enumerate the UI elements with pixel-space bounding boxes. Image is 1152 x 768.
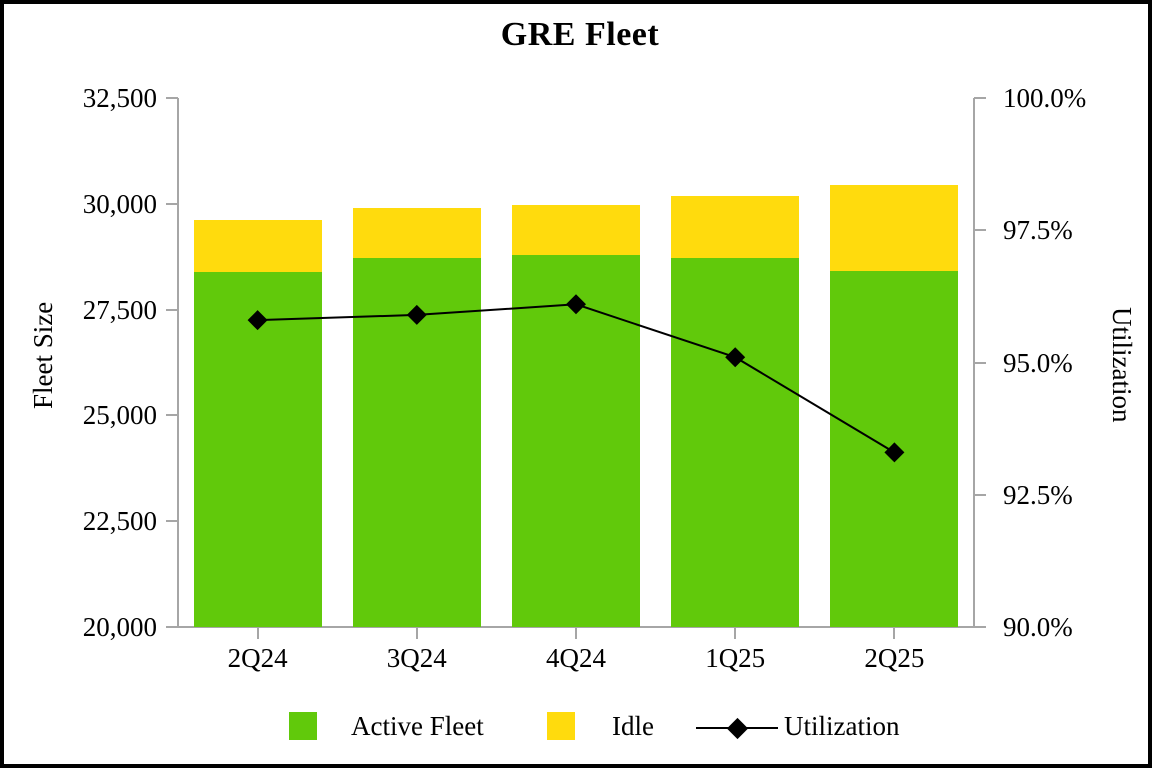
left-axis-tick-label: 25,000 — [82, 400, 157, 431]
bar-segment-idle-1Q25 — [671, 196, 800, 259]
bar-segment-active-1Q25 — [671, 258, 800, 627]
right-axis-tick-label: 100.0% — [1003, 83, 1087, 113]
utilization-marker-diamond-icon — [884, 442, 905, 463]
right-axis-tick — [974, 97, 986, 99]
utilization-line-layer — [247, 294, 905, 463]
legend-swatch-active-fleet — [289, 712, 317, 740]
x-axis-tick — [893, 627, 896, 639]
right-axis-tick-label: 97.5% — [1003, 215, 1073, 246]
bar-segment-active-2Q24 — [193, 271, 322, 627]
right-axis-tick — [974, 626, 986, 628]
left-axis-title: Fleet Size — [28, 301, 58, 409]
x-axis-tick — [734, 627, 737, 639]
left-axis-tick-label: 22,500 — [82, 506, 157, 537]
left-axis-tick-label: 27,500 — [82, 294, 157, 325]
left-axis-tick — [166, 308, 178, 311]
left-axis-tick — [166, 626, 178, 628]
left-axis-line — [177, 98, 179, 627]
bar-segment-idle-2Q24 — [193, 219, 322, 272]
plot-area: 32,500 30,000 27,500 25,000 22,500 20,000 100.… — [4, 4, 1148, 764]
utilization-line — [257, 303, 895, 454]
legend-label-idle: Idle — [612, 711, 654, 741]
right-axis-tick — [974, 493, 986, 496]
left-axis-tick — [166, 520, 178, 523]
bar-segment-idle-2Q25 — [830, 185, 959, 271]
legend-label-utilization: Utilization — [784, 711, 900, 741]
utilization-marker-diamond-icon — [725, 347, 746, 368]
left-axis-tick-label: 20,000 — [82, 612, 157, 642]
right-axis-tick-label: 95.0% — [1003, 347, 1073, 378]
utilization-marker-diamond-icon — [247, 310, 268, 331]
legend-swatch-idle — [547, 712, 575, 740]
chart-title: GRE Fleet — [500, 16, 660, 53]
right-axis-tick-label: 92.5% — [1003, 479, 1073, 510]
bar-segment-idle-3Q24 — [352, 208, 481, 258]
bar-segment-active-4Q24 — [512, 254, 640, 627]
right-axis-tick — [974, 361, 986, 364]
x-axis-tick — [415, 627, 418, 639]
left-axis-tick — [166, 202, 178, 205]
left-axis-tick-label: 30,000 — [82, 188, 157, 219]
left-axis-tick-label: 32,500 — [82, 83, 157, 113]
right-axis-tick-label: 90.0% — [1003, 612, 1073, 642]
x-axis-tick-label: 2Q25 — [864, 643, 925, 673]
x-axis-tick — [256, 627, 259, 639]
x-axis-tick-label: 3Q24 — [386, 643, 447, 673]
right-axis-tick — [974, 229, 986, 232]
left-axis-tick — [166, 414, 178, 417]
legend-label-active-fleet: Active Fleet — [351, 711, 484, 741]
utilization-marker-diamond-icon — [406, 304, 427, 325]
left-axis-tick — [166, 97, 178, 99]
x-axis-tick-label: 1Q25 — [705, 643, 766, 673]
bar-segment-idle-4Q24 — [512, 204, 640, 255]
utilization-marker-diamond-icon — [566, 294, 586, 315]
x-axis-tick — [575, 627, 577, 639]
x-axis-tick-label: 4Q24 — [546, 643, 606, 673]
right-axis-title: Utilization — [1107, 307, 1137, 423]
x-axis-tick-label: 2Q24 — [227, 643, 288, 673]
